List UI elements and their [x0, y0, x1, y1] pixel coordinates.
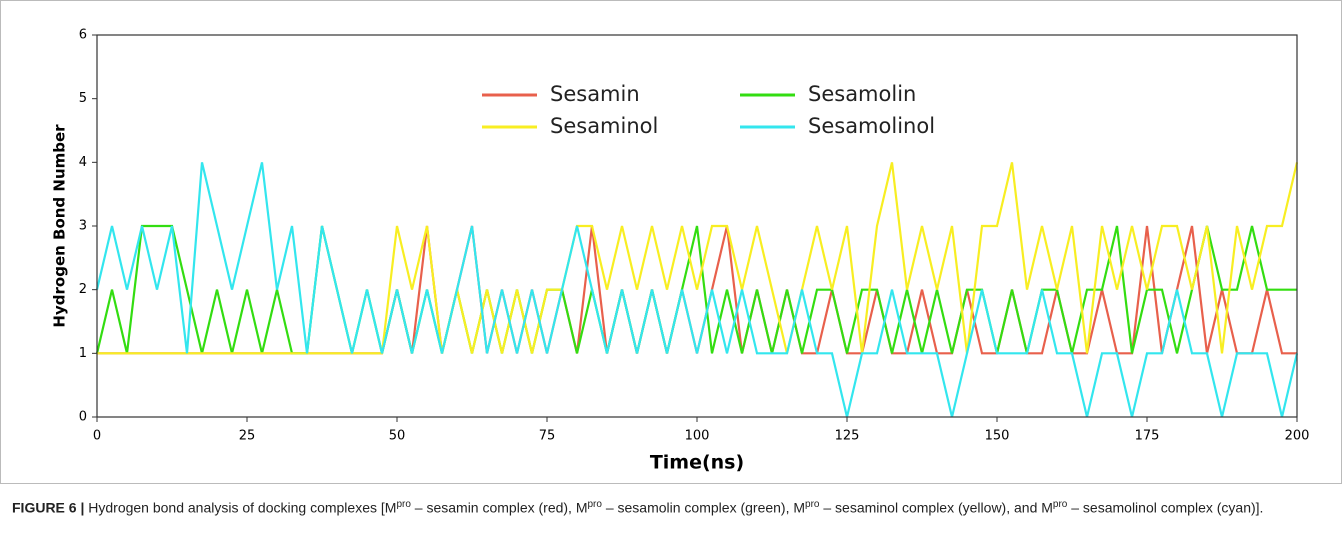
y-tick-label: 6 — [79, 28, 87, 43]
x-tick-label: 200 — [1285, 429, 1310, 444]
y-tick-label: 1 — [79, 346, 87, 361]
caption-superscript: pro — [1052, 499, 1068, 510]
legend-label: Sesaminol — [550, 114, 658, 138]
chart: Time(ns) Hydrogen Bond Number 0 1 2 3 4 5 6 0 25… — [51, 28, 1310, 474]
x-tick-label: 75 — [539, 429, 556, 444]
y-tick-label: 5 — [79, 91, 87, 106]
caption-superscript: pro — [396, 499, 411, 510]
x-tick-label: 50 — [389, 429, 406, 444]
x-tick-label: 100 — [685, 429, 710, 444]
caption-text: – sesamolinol complex (cyan)]. — [1067, 499, 1264, 516]
x-tick-label: 125 — [835, 429, 860, 444]
caption: FIGURE 6 | Hydrogen bond analysis of doc… — [12, 494, 1302, 519]
caption-superscript: pro — [587, 499, 602, 510]
caption-text: Hydrogen bond analysis of docking comple… — [88, 499, 397, 516]
y-tick-label: 2 — [79, 282, 87, 297]
caption-text: – sesaminol complex (yellow), and M — [819, 499, 1053, 516]
x-tick-label: 25 — [239, 429, 256, 444]
x-tick-label: 0 — [93, 429, 101, 444]
caption-text: – sesamolin complex (green), M — [601, 499, 806, 516]
legend-label: Sesamolin — [808, 82, 916, 106]
y-tick-label: 0 — [79, 410, 87, 425]
y-tick-label: 4 — [79, 155, 87, 170]
y-tick-label: 3 — [79, 219, 87, 234]
legend-label: Sesamolinol — [808, 114, 935, 138]
caption-superscript: pro — [805, 499, 820, 510]
x-tick-label: 150 — [985, 429, 1010, 444]
caption-text: – sesamin complex (red), M — [410, 499, 588, 516]
caption-label: FIGURE 6 | — [12, 499, 85, 516]
series-line — [97, 162, 1299, 355]
legend-label: Sesamin — [550, 82, 640, 106]
y-axis-label: Hydrogen Bond Number — [51, 124, 69, 328]
series-line — [95, 162, 1299, 418]
x-tick-label: 175 — [1135, 429, 1160, 444]
x-axis-label: Time(ns) — [650, 452, 744, 474]
